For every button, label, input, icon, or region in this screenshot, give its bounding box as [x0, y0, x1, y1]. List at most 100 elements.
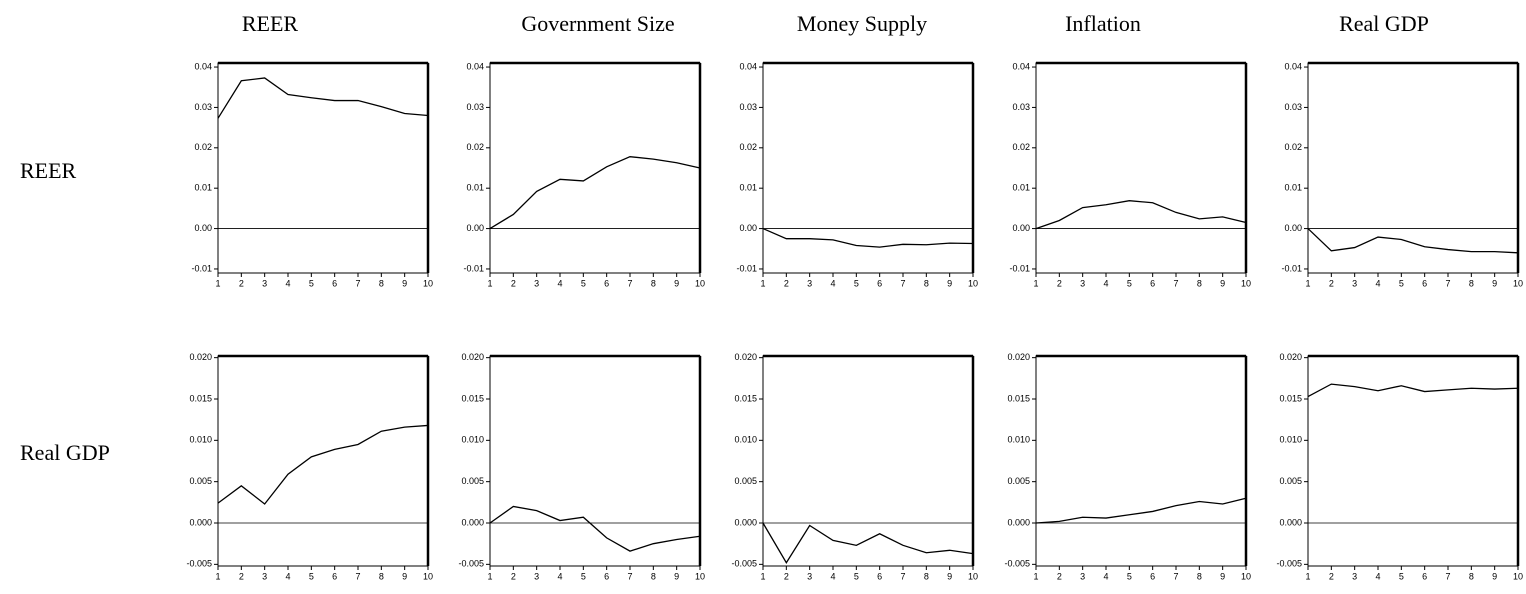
- y-tick-label: 0.015: [461, 393, 484, 403]
- plot-frame: [1035, 355, 1247, 567]
- x-tick-label: 1: [215, 278, 220, 288]
- y-tick-label: 0.03: [466, 102, 484, 112]
- y-tick-label: 0.04: [1012, 61, 1030, 71]
- x-tick-label: 10: [423, 278, 433, 288]
- x-tick-label: 2: [1329, 278, 1334, 288]
- column-label: Money Supply: [797, 11, 927, 36]
- y-tick-label: 0.04: [466, 61, 484, 71]
- y-tick-label: 0.00: [739, 223, 757, 233]
- y-tick-label: 0.010: [461, 435, 484, 445]
- x-tick-label: 8: [924, 278, 929, 288]
- x-tick-label: 1: [760, 571, 765, 581]
- column-label: Government Size: [521, 11, 674, 36]
- y-tick-label: 0.020: [461, 352, 484, 362]
- y-tick-label: 0.04: [194, 61, 212, 71]
- y-tick-label: 0.010: [189, 435, 212, 445]
- x-tick-label: 3: [262, 278, 267, 288]
- y-tick-label: 0.000: [734, 517, 757, 527]
- plot-frame: [1307, 62, 1519, 274]
- x-tick-label: 7: [1445, 278, 1450, 288]
- y-tick-label: 0.00: [1012, 223, 1030, 233]
- y-tick-label: 0.000: [1279, 517, 1302, 527]
- y-tick-label: 0.005: [1279, 476, 1302, 486]
- x-tick-label: 5: [1399, 278, 1404, 288]
- x-tick-label: 5: [1399, 571, 1404, 581]
- x-tick-label: 6: [1150, 278, 1155, 288]
- x-tick-label: 4: [830, 571, 835, 581]
- x-tick-label: 5: [581, 571, 586, 581]
- x-tick-label: 5: [1127, 278, 1132, 288]
- y-tick-label: 0.00: [194, 223, 212, 233]
- y-tick-label: 0.04: [739, 61, 757, 71]
- x-tick-label: 3: [534, 278, 539, 288]
- x-tick-label: 7: [1173, 571, 1178, 581]
- x-tick-label: 6: [604, 571, 609, 581]
- y-tick-label: -0.005: [731, 559, 757, 569]
- y-tick-label: -0.01: [463, 263, 484, 273]
- x-tick-label: 4: [557, 571, 562, 581]
- x-tick-label: 10: [1241, 571, 1251, 581]
- x-tick-label: 6: [604, 278, 609, 288]
- x-tick-label: 1: [1305, 278, 1310, 288]
- x-tick-label: 6: [1150, 571, 1155, 581]
- x-tick-label: 8: [1197, 571, 1202, 581]
- y-tick-label: 0.020: [734, 352, 757, 362]
- x-tick-label: 5: [581, 278, 586, 288]
- y-tick-label: 0.010: [1279, 435, 1302, 445]
- y-tick-label: -0.005: [1276, 559, 1302, 569]
- x-tick-label: 8: [1197, 278, 1202, 288]
- y-tick-label: 0.005: [461, 476, 484, 486]
- x-tick-label: 3: [1080, 571, 1085, 581]
- x-tick-label: 7: [1173, 278, 1178, 288]
- x-tick-label: 10: [968, 278, 978, 288]
- y-tick-label: -0.005: [186, 559, 212, 569]
- x-tick-label: 7: [355, 571, 360, 581]
- y-tick-label: 0.005: [189, 476, 212, 486]
- line: [217, 77, 429, 119]
- x-tick-label: 3: [534, 571, 539, 581]
- y-tick-label: 0.02: [739, 142, 757, 152]
- y-tick-label: 0.010: [1007, 435, 1030, 445]
- y-tick-label: 0.000: [461, 517, 484, 527]
- x-tick-label: 1: [487, 571, 492, 581]
- x-tick-label: 3: [807, 571, 812, 581]
- y-tick-label: 0.020: [189, 352, 212, 362]
- x-tick-label: 2: [1057, 278, 1062, 288]
- x-tick-label: 7: [627, 571, 632, 581]
- x-tick-label: 10: [968, 571, 978, 581]
- x-tick-label: 3: [1352, 571, 1357, 581]
- y-tick-label: -0.01: [736, 263, 757, 273]
- x-tick-label: 4: [285, 278, 290, 288]
- x-tick-label: 6: [877, 571, 882, 581]
- plot-frame: [489, 62, 701, 274]
- x-tick-label: 6: [1422, 571, 1427, 581]
- x-tick-label: 8: [651, 278, 656, 288]
- y-tick-label: 0.00: [466, 223, 484, 233]
- y-tick-label: 0.01: [1012, 183, 1030, 193]
- x-tick-label: 5: [1127, 571, 1132, 581]
- row-label: Real GDP: [20, 440, 110, 465]
- x-tick-label: 7: [627, 278, 632, 288]
- y-tick-label: 0.015: [1279, 393, 1302, 403]
- x-tick-label: 9: [1220, 278, 1225, 288]
- x-tick-label: 4: [285, 571, 290, 581]
- y-tick-label: 0.020: [1007, 352, 1030, 362]
- y-tick-label: 0.005: [734, 476, 757, 486]
- plot-frame: [489, 355, 701, 567]
- y-tick-label: 0.02: [1012, 142, 1030, 152]
- x-tick-label: 4: [1103, 278, 1108, 288]
- x-tick-label: 2: [239, 571, 244, 581]
- x-tick-label: 7: [355, 278, 360, 288]
- y-tick-label: 0.01: [739, 183, 757, 193]
- y-tick-label: 0.000: [1007, 517, 1030, 527]
- plot-frame: [762, 355, 974, 567]
- x-tick-label: 7: [1445, 571, 1450, 581]
- line: [1307, 383, 1519, 398]
- x-tick-label: 5: [309, 571, 314, 581]
- x-tick-label: 6: [1422, 278, 1427, 288]
- plot-frame: [1035, 62, 1247, 274]
- x-tick-label: 9: [674, 571, 679, 581]
- x-tick-label: 8: [1469, 278, 1474, 288]
- x-tick-label: 9: [402, 278, 407, 288]
